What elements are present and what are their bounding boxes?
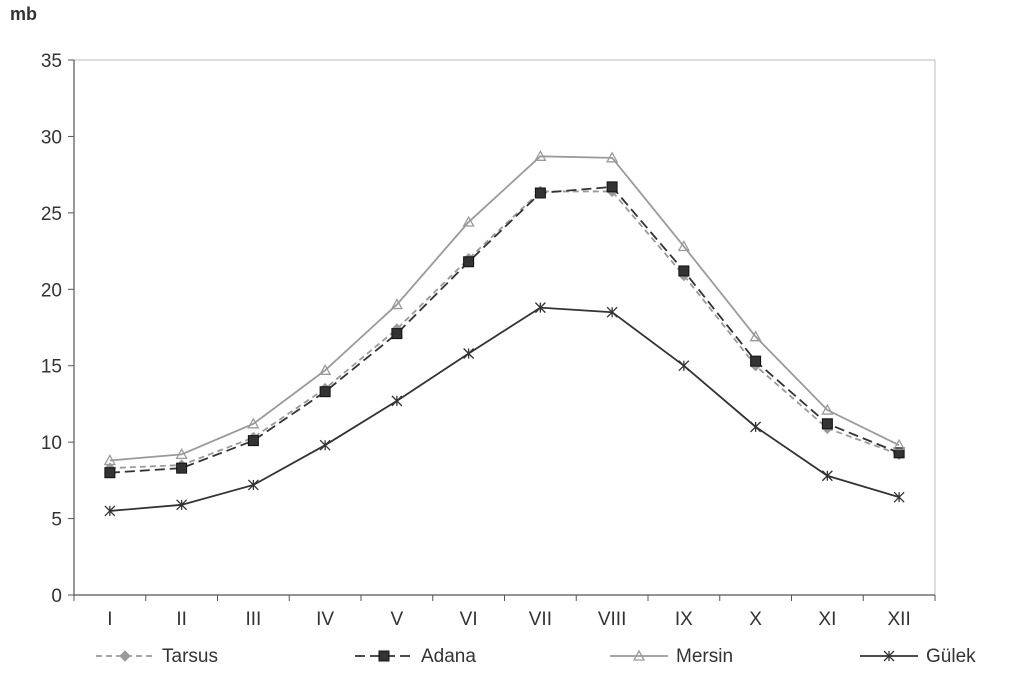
data-point-g-lek: [750, 421, 762, 433]
data-point-g-lek: [176, 499, 188, 511]
x-tick-label: VIII: [598, 609, 627, 630]
legend-item-tarsus: Tarsus: [96, 646, 218, 667]
series-layer: [103, 149, 906, 517]
data-point-adana: [247, 435, 259, 447]
x-tick-label: VI: [460, 609, 478, 630]
legend-label-mersin: Mersin: [676, 646, 733, 667]
y-tick-label: 25: [41, 204, 62, 225]
data-point-mersin: [534, 149, 547, 161]
x-tick-label: XII: [888, 609, 911, 630]
data-point-mersin: [247, 417, 260, 429]
legend-item-g-lek: Gülek: [860, 646, 976, 667]
data-point-g-lek: [821, 470, 833, 482]
data-point-adana: [893, 447, 905, 459]
y-axis-label: mb: [10, 4, 37, 24]
data-point-mersin: [821, 403, 834, 415]
data-point-adana: [176, 462, 188, 474]
y-tick-label: 5: [51, 510, 62, 531]
y-tick-label: 15: [41, 357, 62, 378]
series-line-mersin: [109, 155, 900, 462]
data-point-g-lek: [534, 302, 546, 314]
data-point-mersin: [606, 151, 619, 163]
data-point-adana: [104, 467, 116, 479]
series-line-g-lek: [109, 306, 900, 512]
x-tick-label: IV: [316, 609, 334, 630]
legend-marker-adana: [378, 650, 390, 662]
data-point-g-lek: [104, 505, 116, 517]
legend: Tarsus Adana Mersin Gülek: [96, 646, 976, 667]
data-point-g-lek: [678, 360, 690, 372]
legend-label-g-lek: Gülek: [926, 646, 976, 667]
data-point-adana: [391, 328, 403, 340]
series-g-lek: [104, 302, 905, 517]
series-line-tarsus: [109, 190, 900, 470]
legend-marker-g-lek: [883, 650, 895, 662]
x-axis: I II III IV V VI VII VIII IX X XI XII: [73, 595, 936, 630]
data-point-adana: [463, 256, 475, 268]
data-point-mersin: [175, 448, 188, 460]
y-tick-label: 35: [41, 51, 62, 72]
data-point-mersin: [749, 330, 762, 342]
series-line-adana: [109, 185, 900, 474]
data-point-g-lek: [606, 306, 618, 318]
data-point-mersin: [390, 298, 403, 310]
y-tick-label: 10: [41, 433, 62, 454]
x-tick-label: II: [176, 609, 187, 630]
y-tick-label: 20: [41, 280, 62, 301]
data-point-g-lek: [463, 348, 475, 359]
legend-item-mersin: Mersin: [610, 646, 733, 667]
legend-marker-mersin: [632, 649, 646, 661]
x-tick-label: IX: [675, 609, 693, 630]
y-tick-label: 30: [41, 127, 62, 148]
y-axis: 0 5 10 15 20 25 30 35: [41, 51, 74, 607]
data-point-mersin: [893, 438, 906, 450]
legend-marker-tarsus: [119, 650, 131, 662]
data-point-g-lek: [391, 395, 403, 407]
data-point-mersin: [103, 454, 116, 466]
series-adana: [104, 181, 905, 479]
data-point-g-lek: [893, 491, 905, 503]
data-point-mersin: [462, 215, 475, 227]
data-point-adana: [821, 418, 833, 430]
data-point-adana: [606, 181, 618, 193]
data-point-adana: [319, 386, 331, 398]
data-point-adana: [750, 355, 762, 367]
x-tick-label: III: [245, 609, 261, 630]
x-tick-label: X: [749, 609, 762, 630]
data-point-g-lek: [247, 479, 259, 491]
y-tick-label: 0: [51, 586, 62, 607]
legend-label-tarsus: Tarsus: [162, 646, 218, 667]
x-tick-label: I: [107, 609, 112, 630]
series-mersin: [103, 149, 906, 466]
x-tick-label: XI: [818, 609, 836, 630]
data-point-mersin: [677, 240, 690, 252]
x-tick-label: V: [391, 609, 404, 630]
legend-label-adana: Adana: [421, 646, 476, 667]
data-point-g-lek: [319, 439, 331, 451]
plot-area: [73, 59, 936, 596]
data-point-mersin: [319, 363, 332, 375]
data-point-adana: [534, 187, 546, 199]
data-point-adana: [678, 265, 690, 277]
legend-item-adana: Adana: [355, 646, 476, 667]
x-tick-label: VII: [529, 609, 552, 630]
